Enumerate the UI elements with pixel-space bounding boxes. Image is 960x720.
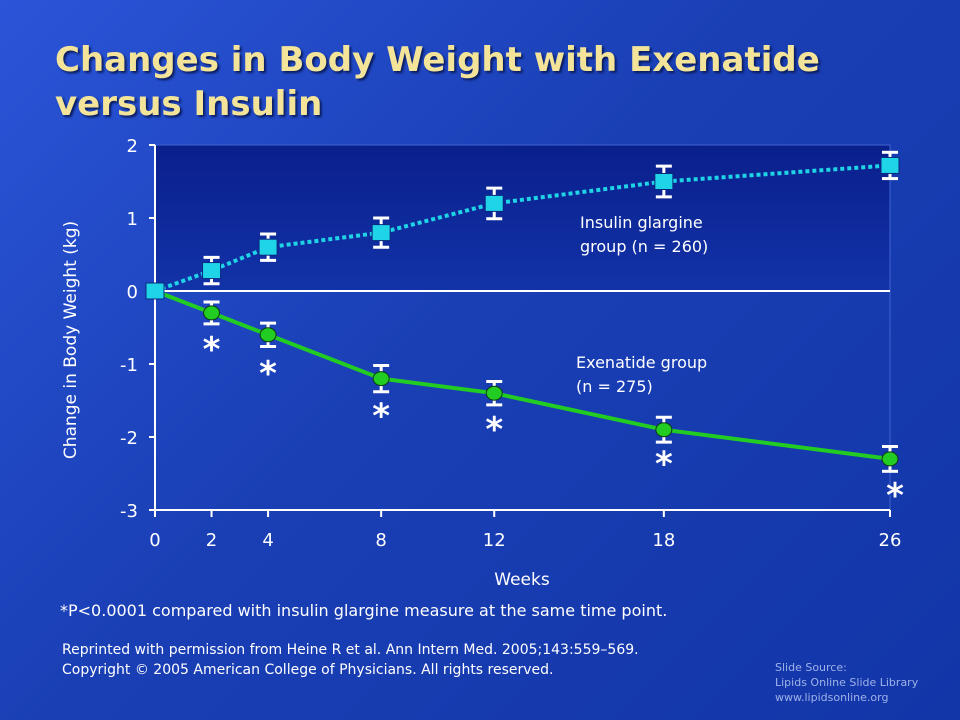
significance-asterisk: *: [372, 397, 390, 437]
x-tick-label: 26: [879, 530, 902, 551]
y-tick-label: 0: [127, 282, 138, 303]
slide-title: Changes in Body Weight with Exenatide ve…: [55, 40, 820, 124]
y-tick-label: 2: [127, 136, 138, 157]
exenatide-point: [203, 305, 221, 321]
significance-asterisk: *: [655, 445, 673, 485]
insulin-point: [202, 262, 222, 280]
significance-asterisk: *: [203, 330, 221, 370]
x-tick-label: 18: [652, 530, 675, 551]
exenatide-label-line: (n = 275): [576, 377, 653, 396]
exenatide-point: [655, 422, 673, 438]
y-tick-label: 1: [127, 209, 138, 230]
x-axis-title: Weeks: [494, 570, 550, 590]
insulin-label-line: Insulin glargine: [580, 213, 703, 232]
insulin-point: [371, 224, 391, 242]
insulin-label-line: group (n = 260): [580, 237, 708, 256]
baseline-point: [145, 282, 165, 300]
exenatide-point: [881, 451, 899, 467]
significance-footnote: *P<0.0001 compared with insulin glargine…: [60, 601, 668, 620]
significance-asterisk: *: [886, 476, 904, 516]
exenatide-point: [485, 385, 503, 401]
citation: Reprinted with permission from Heine R e…: [62, 640, 639, 680]
slide-source: Slide Source: Lipids Online Slide Librar…: [775, 660, 918, 705]
insulin-point: [484, 194, 504, 212]
x-tick-label: 0: [149, 530, 160, 551]
citation-line-1: Reprinted with permission from Heine R e…: [62, 642, 639, 658]
exenatide-point: [372, 371, 390, 387]
insulin-point: [654, 173, 674, 190]
x-tick-label: 2: [206, 530, 217, 551]
x-tick-label: 12: [483, 530, 506, 551]
y-tick-label: -3: [120, 501, 138, 522]
insulin-point: [258, 238, 278, 256]
significance-asterisk: *: [485, 410, 503, 450]
exenatide-point: [259, 327, 277, 343]
x-tick-label: 8: [375, 530, 386, 551]
significance-asterisk: *: [259, 354, 277, 394]
plot-upper-region: [155, 145, 890, 291]
exenatide-label-line: Exenatide group: [576, 353, 707, 372]
x-tick-label: 4: [262, 530, 273, 551]
y-tick-label: -2: [120, 428, 138, 449]
y-axis-title: Change in Body Weight (kg): [61, 221, 81, 459]
citation-line-2: Copyright © 2005 American College of Phy…: [62, 662, 554, 678]
source-line-2: Lipids Online Slide Library: [775, 676, 919, 689]
source-line-1: Slide Source:: [775, 661, 847, 674]
source-line-3: www.lipidsonline.org: [775, 691, 889, 704]
insulin-point: [880, 156, 900, 174]
y-tick-label: -1: [120, 355, 138, 376]
